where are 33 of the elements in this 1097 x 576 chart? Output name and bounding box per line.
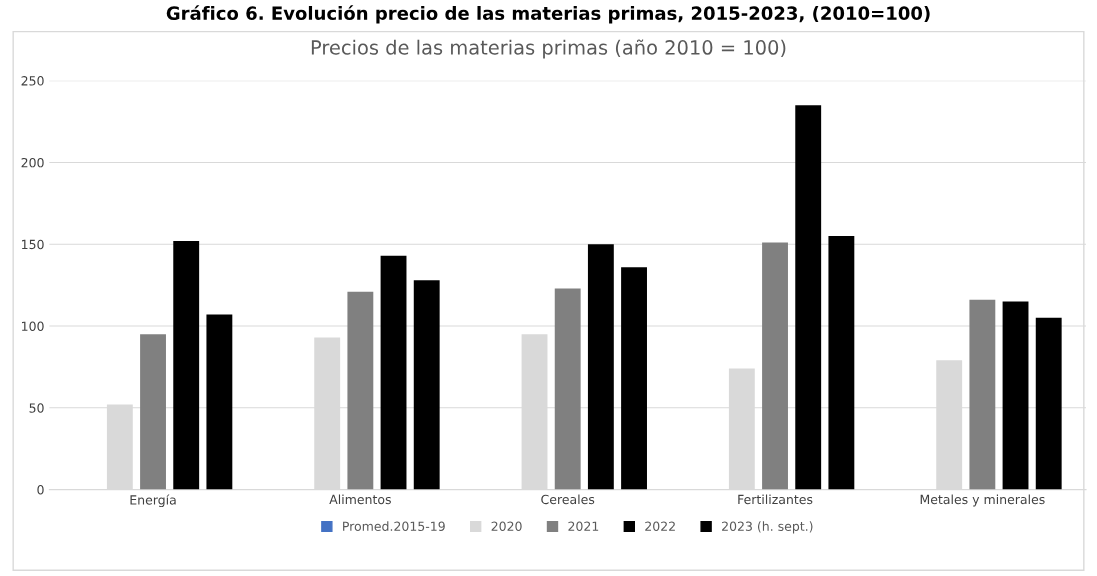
bar: [140, 334, 166, 490]
y-tick-label: 100: [22, 321, 44, 331]
legend-label: 2022: [645, 521, 675, 531]
bar: [1002, 301, 1029, 490]
chart-title: Gráfico 6. Evolución precio de las materias primas, 2015-2023, (2010=100): [166, 5, 930, 24]
y-tick-label: 150: [22, 239, 44, 250]
bar: [347, 291, 374, 490]
legend-label: 2023 (h. sept.): [722, 521, 813, 534]
x-tick-label: Energía: [130, 494, 176, 508]
bar: [587, 244, 614, 490]
legend-label: 2021: [568, 521, 599, 531]
bar: [828, 236, 855, 490]
bar: [380, 255, 407, 490]
bar: [1035, 317, 1062, 490]
bar: [969, 299, 996, 490]
bar: [413, 280, 440, 490]
y-tick-label: 0: [37, 485, 44, 495]
chart-subtitle: Precios de las materias primas (año 2010 = 100): [311, 39, 786, 59]
x-tick-label: Fertilizantes: [738, 494, 813, 505]
y-tick-label: 200: [21, 157, 44, 168]
bar: [173, 240, 200, 490]
legend-label: Promed.2015-19: [343, 521, 445, 531]
x-tick-label: Cereales: [541, 494, 595, 505]
bar: [621, 267, 647, 490]
legend-label: 2020: [491, 521, 522, 531]
bar: [206, 314, 233, 490]
bar: [795, 105, 822, 490]
y-tick-label: 250: [21, 76, 44, 86]
y-tick-label: 50: [29, 403, 44, 413]
x-tick-label: Metales y minerales: [920, 494, 1045, 507]
bar: [762, 242, 788, 490]
x-tick-label: Alimentos: [329, 494, 391, 505]
bar: [554, 288, 581, 490]
